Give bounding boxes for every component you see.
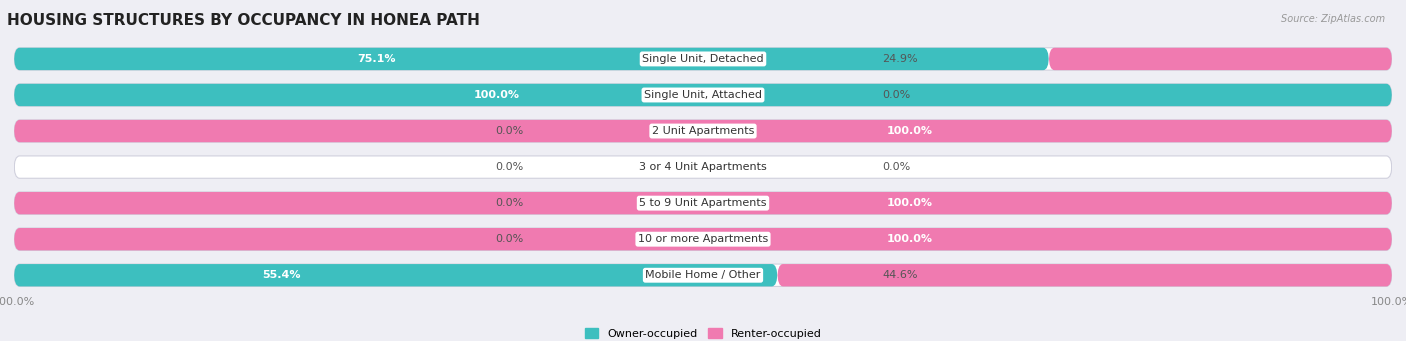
Text: 75.1%: 75.1% [357, 54, 395, 64]
Text: 0.0%: 0.0% [882, 90, 910, 100]
Text: 0.0%: 0.0% [882, 162, 910, 172]
FancyBboxPatch shape [1049, 48, 1392, 70]
Text: HOUSING STRUCTURES BY OCCUPANCY IN HONEA PATH: HOUSING STRUCTURES BY OCCUPANCY IN HONEA… [7, 13, 479, 28]
Text: 55.4%: 55.4% [262, 270, 301, 280]
Text: Mobile Home / Other: Mobile Home / Other [645, 270, 761, 280]
FancyBboxPatch shape [14, 228, 1392, 250]
Text: 0.0%: 0.0% [496, 198, 524, 208]
Legend: Owner-occupied, Renter-occupied: Owner-occupied, Renter-occupied [581, 324, 825, 341]
FancyBboxPatch shape [14, 264, 1392, 286]
Text: 24.9%: 24.9% [882, 54, 918, 64]
Text: 100.0%: 100.0% [887, 234, 932, 244]
Text: Single Unit, Detached: Single Unit, Detached [643, 54, 763, 64]
FancyBboxPatch shape [14, 192, 1392, 214]
FancyBboxPatch shape [14, 156, 1392, 178]
Text: 0.0%: 0.0% [496, 234, 524, 244]
FancyBboxPatch shape [14, 192, 1392, 214]
Text: 0.0%: 0.0% [496, 126, 524, 136]
FancyBboxPatch shape [778, 264, 1392, 286]
Text: 100.0%: 100.0% [474, 90, 519, 100]
FancyBboxPatch shape [14, 120, 1392, 142]
FancyBboxPatch shape [14, 120, 1392, 142]
Text: 100.0%: 100.0% [887, 198, 932, 208]
Text: 3 or 4 Unit Apartments: 3 or 4 Unit Apartments [640, 162, 766, 172]
FancyBboxPatch shape [14, 48, 1049, 70]
Text: 0.0%: 0.0% [496, 162, 524, 172]
FancyBboxPatch shape [14, 84, 1392, 106]
Text: 10 or more Apartments: 10 or more Apartments [638, 234, 768, 244]
Text: 44.6%: 44.6% [882, 270, 918, 280]
Text: Single Unit, Attached: Single Unit, Attached [644, 90, 762, 100]
FancyBboxPatch shape [14, 264, 778, 286]
FancyBboxPatch shape [14, 48, 1392, 70]
Text: 2 Unit Apartments: 2 Unit Apartments [652, 126, 754, 136]
Text: 100.0%: 100.0% [887, 126, 932, 136]
Text: 5 to 9 Unit Apartments: 5 to 9 Unit Apartments [640, 198, 766, 208]
Text: Source: ZipAtlas.com: Source: ZipAtlas.com [1281, 14, 1385, 24]
FancyBboxPatch shape [14, 84, 1392, 106]
FancyBboxPatch shape [14, 228, 1392, 250]
